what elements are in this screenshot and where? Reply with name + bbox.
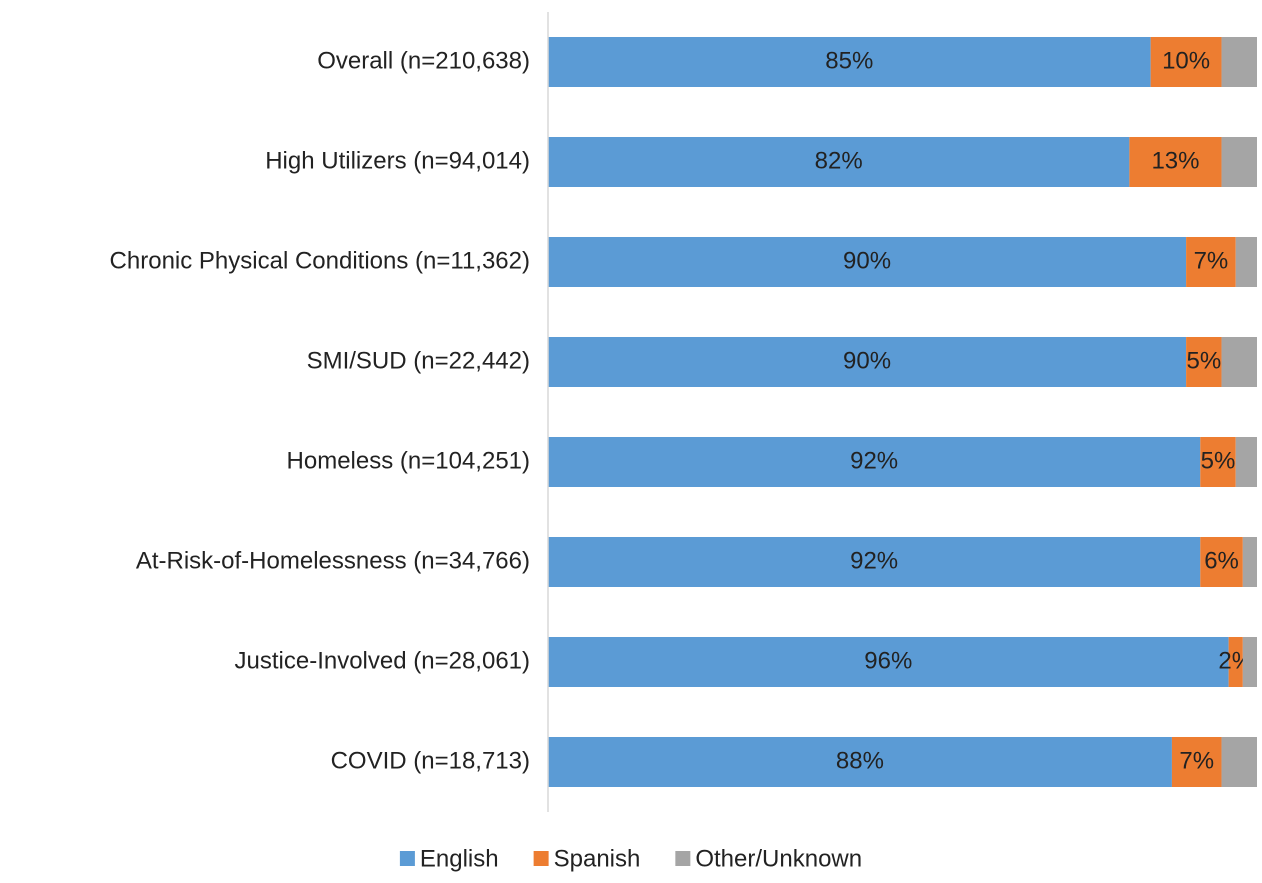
data-label: 96% bbox=[864, 647, 912, 674]
data-label: 88% bbox=[836, 747, 884, 774]
data-label: 90% bbox=[843, 347, 891, 374]
data-label: 85% bbox=[825, 47, 873, 74]
data-label: 7% bbox=[1179, 747, 1214, 774]
data-label: 90% bbox=[843, 247, 891, 274]
bar-segment bbox=[548, 537, 1201, 587]
y-tick-label: SMI/SUD (n=22,442) bbox=[307, 347, 530, 374]
data-label: 10% bbox=[1162, 47, 1210, 74]
bar-segment bbox=[548, 337, 1187, 387]
bar-segment bbox=[1221, 137, 1257, 187]
bar-segment bbox=[548, 637, 1229, 687]
bar-segment bbox=[1235, 237, 1257, 287]
bar-segment bbox=[548, 37, 1151, 87]
bar-segment bbox=[1228, 637, 1243, 687]
legend-swatch bbox=[675, 851, 691, 866]
legend-label: English bbox=[420, 845, 499, 872]
bar-segment bbox=[1221, 337, 1257, 387]
data-label: 92% bbox=[850, 547, 898, 574]
bar-segment bbox=[1221, 737, 1257, 787]
bar-segment bbox=[1129, 137, 1222, 187]
bar-segment bbox=[1235, 437, 1257, 487]
data-label: 5% bbox=[1201, 447, 1236, 474]
legend-swatch bbox=[533, 851, 549, 866]
y-tick-label: Homeless (n=104,251) bbox=[287, 447, 530, 474]
y-tick-label: COVID (n=18,713) bbox=[331, 747, 530, 774]
data-label: 6% bbox=[1204, 547, 1239, 574]
bar-segment bbox=[548, 137, 1130, 187]
bar-segment bbox=[548, 737, 1172, 787]
bar-segment bbox=[1186, 337, 1222, 387]
bar-segment bbox=[1171, 737, 1222, 787]
bar-segment bbox=[1221, 37, 1257, 87]
bar-segment bbox=[1242, 637, 1257, 687]
y-tick-label: At-Risk-of-Homelessness (n=34,766) bbox=[136, 547, 530, 574]
bar-segment bbox=[1200, 437, 1236, 487]
bar-segment bbox=[1200, 537, 1243, 587]
data-label: 7% bbox=[1194, 247, 1229, 274]
y-tick-label: Overall (n=210,638) bbox=[317, 47, 530, 74]
y-tick-label: High Utilizers (n=94,014) bbox=[265, 147, 530, 174]
legend-swatch bbox=[399, 851, 415, 866]
bar-segment bbox=[1150, 37, 1222, 87]
bar-segment bbox=[1242, 537, 1257, 587]
legend-label: Other/Unknown bbox=[695, 845, 862, 872]
data-label: 5% bbox=[1186, 347, 1221, 374]
y-tick-label: Chronic Physical Conditions (n=11,362) bbox=[110, 247, 530, 274]
bar-segment bbox=[548, 437, 1201, 487]
bar-segment bbox=[548, 237, 1187, 287]
y-tick-label: Justice-Involved (n=28,061) bbox=[235, 647, 531, 674]
legend-label: Spanish bbox=[554, 845, 641, 872]
data-label: 82% bbox=[815, 147, 863, 174]
data-label: 13% bbox=[1151, 147, 1199, 174]
bar-segment bbox=[1186, 237, 1236, 287]
data-label: 92% bbox=[850, 447, 898, 474]
